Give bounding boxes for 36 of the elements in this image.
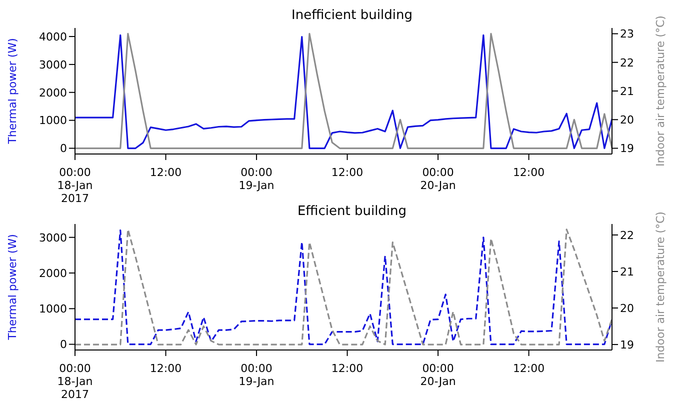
y2-tick-label: 22	[620, 56, 634, 70]
y-tick-label: 0	[60, 142, 67, 156]
y-tick-label: 1000	[39, 114, 67, 128]
y2-tick-label: 21	[620, 84, 634, 98]
chart-title: Inefficient building	[290, 8, 414, 23]
x-tick-label: 00:00 20-Jan	[420, 166, 456, 192]
y2-axis-title: Indoor air temperature (°C)	[654, 212, 667, 362]
y2-tick-label: 19	[620, 338, 634, 352]
y2-tick-label: 23	[620, 28, 634, 41]
y2-tick-label: 22	[620, 228, 634, 242]
y-tick-label: 2000	[39, 86, 67, 100]
x-tick-label: 00:00 19-Jan	[238, 362, 274, 388]
y2-axis-title: Indoor air temperature (°C)	[654, 16, 667, 166]
x-tick-label: 00:00 18-Jan 2017	[57, 166, 93, 205]
y2-tick-label: 20	[620, 302, 634, 315]
x-tick-label: 12:00	[331, 362, 364, 375]
x-tick-label: 12:00	[150, 166, 182, 179]
chart-title: Efficient building	[296, 204, 408, 219]
x-tick-label: 00:00 20-Jan	[420, 362, 456, 388]
y2-tick-label: 21	[620, 265, 634, 278]
x-tick-label: 00:00 19-Jan	[238, 166, 274, 192]
y-tick-label: 3000	[39, 231, 67, 244]
y-tick-label: 2000	[39, 266, 67, 280]
y-tick-label: 4000	[39, 30, 67, 44]
y-tick-label: 1000	[39, 302, 67, 316]
y-tick-label: 3000	[39, 58, 67, 72]
x-tick-label: 12:00	[150, 362, 182, 375]
x-tick-label: 12:00	[331, 166, 364, 179]
y-tick-label: 0	[60, 338, 67, 352]
y-axis-title: Thermal power (W)	[6, 38, 19, 145]
y-axis-title: Thermal power (W)	[6, 234, 19, 341]
y2-tick-label: 19	[620, 142, 634, 156]
x-tick-label: 00:00 18-Jan 2017	[57, 362, 93, 401]
x-tick-label: 12:00	[512, 166, 545, 179]
y2-tick-label: 20	[620, 114, 634, 127]
x-tick-label: 12:00	[512, 362, 545, 375]
